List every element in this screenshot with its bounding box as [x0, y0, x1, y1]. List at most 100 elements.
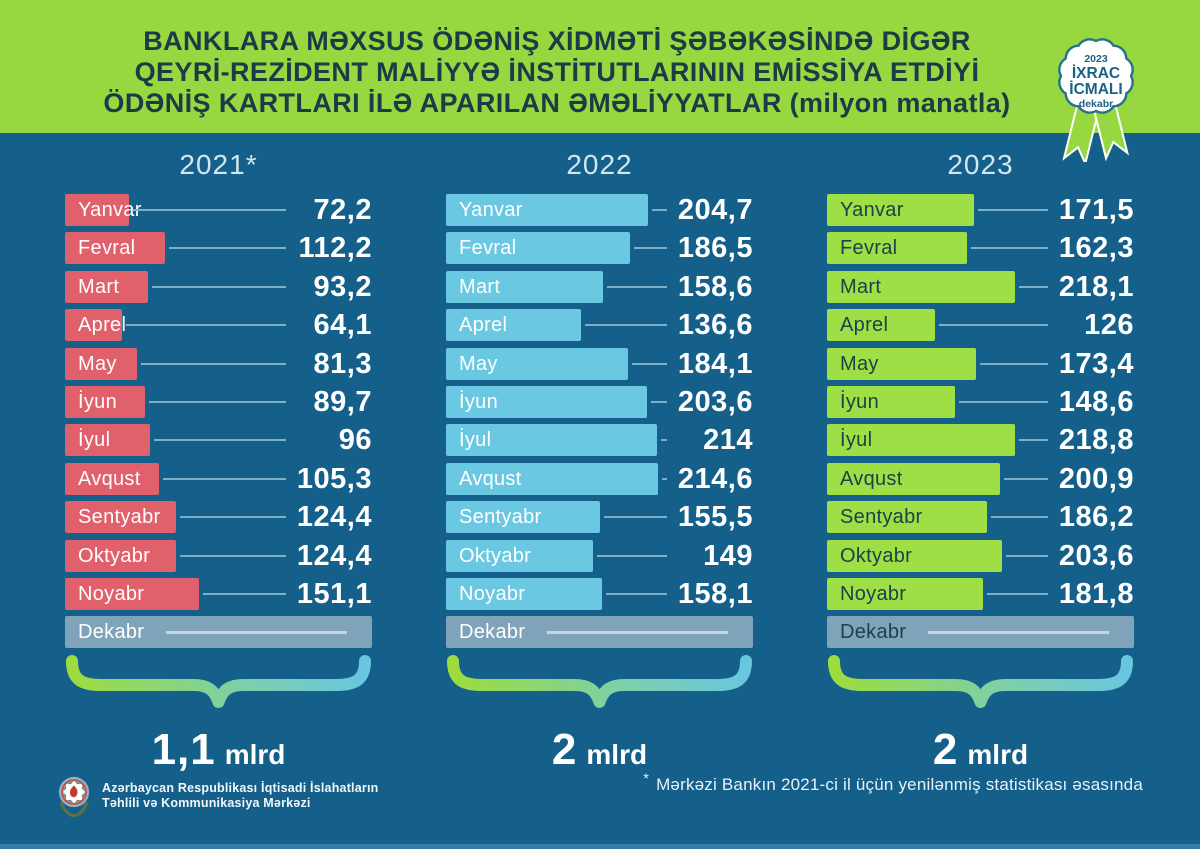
- total-value: 2 mlrd: [827, 725, 1134, 775]
- connector-line: [634, 247, 667, 250]
- bar-row: Oktyabr 203,6: [827, 539, 1134, 572]
- connector-line: [179, 516, 286, 519]
- value-label: 126: [1084, 309, 1134, 342]
- month-label: May: [459, 352, 498, 375]
- brace-bracket-icon: [447, 654, 752, 708]
- bar-row: Sentyabr 155,5: [446, 501, 753, 534]
- value-label: 200,9: [1058, 462, 1134, 495]
- value-label: 149: [703, 539, 753, 572]
- connector-line: [650, 400, 667, 403]
- bar-row: Dekabr: [827, 616, 1134, 649]
- connector-line: [179, 554, 286, 557]
- month-label: Oktyabr: [78, 544, 151, 567]
- connector-line: [154, 439, 286, 442]
- connector-line: [133, 209, 286, 211]
- month-label: Dekabr: [840, 621, 907, 644]
- org-name-line2: Təhlili və Kommunikasiya Mərkəzi: [102, 796, 311, 810]
- org-name-line1: Azərbaycan Respublikası İqtisadi İslahat…: [102, 781, 379, 795]
- connector-line: [1003, 477, 1048, 480]
- month-label: Dekabr: [78, 621, 145, 644]
- month-bar: Noyabr: [446, 577, 603, 610]
- badge-title-line2: İCMALI: [1069, 81, 1122, 98]
- value-label: 204,7: [677, 194, 753, 226]
- bottom-accent-strip: [0, 844, 1200, 849]
- connector-line: [126, 324, 286, 327]
- connector-line: [661, 439, 667, 442]
- month-bar: Mart: [446, 270, 603, 303]
- bar-row: May 81,3: [65, 347, 372, 380]
- month-label: Aprel: [459, 314, 508, 337]
- total-unit: mlrd: [586, 738, 648, 770]
- bar-rows: Yanvar 171,5 Fevral 162,3 Mart 218,1 Apr…: [827, 194, 1134, 649]
- bar-row: Oktyabr 149: [446, 539, 753, 572]
- month-label: Aprel: [78, 314, 127, 337]
- month-label: İyun: [459, 390, 499, 413]
- value-label: 148,6: [1058, 385, 1134, 418]
- azerbaijan-emblem-icon: [58, 776, 90, 818]
- bar-row: Fevral 186,5: [446, 232, 753, 265]
- month-label: Avqust: [78, 467, 141, 490]
- month-bar: Avqust: [65, 462, 159, 495]
- bar-row: Mart 218,1: [827, 270, 1134, 303]
- month-bar: Yanvar: [65, 194, 141, 226]
- month-bar: Fevral: [446, 232, 631, 265]
- org-name: Azərbaycan Respublikası İqtisadi İslahat…: [102, 781, 378, 811]
- bar-row: İyun 203,6: [446, 385, 753, 418]
- value-label: 112,2: [298, 232, 372, 265]
- connector-line: [597, 554, 667, 557]
- month-label: Avqust: [459, 467, 522, 490]
- month-bar: Oktyabr: [827, 539, 1003, 572]
- month-label: İyul: [459, 429, 492, 452]
- month-bar: May: [65, 347, 138, 380]
- connector-line: [203, 592, 286, 595]
- connector-line: [141, 362, 286, 365]
- bar-rows: Yanvar 72,2 Fevral 112,2 Mart 93,2 Aprel…: [65, 194, 372, 649]
- month-bar: Yanvar: [827, 194, 975, 226]
- title-line-3: ÖDƏNİŞ KARTLARI İLƏ APARILAN ƏMƏLİYYATLA…: [103, 88, 1011, 118]
- bar-row: Sentyabr 186,2: [827, 501, 1134, 534]
- month-label: Oktyabr: [459, 544, 532, 567]
- value-label: 158,6: [677, 270, 753, 303]
- connector-line: [631, 362, 667, 365]
- total-unit: mlrd: [224, 738, 286, 770]
- month-label: Sentyabr: [840, 506, 923, 529]
- month-bar: Fevral: [65, 232, 165, 265]
- month-bar: Sentyabr: [446, 501, 600, 534]
- month-bar: İyun: [827, 385, 955, 418]
- bar-row: Avqust 214,6: [446, 462, 753, 495]
- bar-rows: Yanvar 204,7 Fevral 186,5 Mart 158,6 Apr…: [446, 194, 753, 649]
- brace-bracket-icon: [828, 654, 1133, 708]
- bar-row: Mart 158,6: [446, 270, 753, 303]
- value-label: 151,1: [296, 577, 372, 610]
- title-line-1: BANKLARA MƏXSUS ÖDƏNİŞ XİDMƏTİ ŞƏBƏKƏSİN…: [143, 26, 971, 56]
- month-label: Yanvar: [840, 199, 904, 221]
- total-number: 1,1: [151, 724, 216, 774]
- month-bar: Avqust: [827, 462, 1000, 495]
- bar-row: Sentyabr 124,4: [65, 501, 372, 534]
- badge-month: dekabr: [1079, 98, 1113, 110]
- value-label: 171,5: [1058, 194, 1134, 226]
- month-bar: Mart: [65, 270, 148, 303]
- connector-line: [166, 630, 348, 634]
- connector-line: [603, 516, 667, 519]
- connector-line: [1018, 285, 1048, 288]
- month-label: Fevral: [840, 237, 898, 260]
- year-column-2021: 2021* Yanvar 72,2 Fevral 112,2 Mart 93,2…: [65, 149, 372, 775]
- value-label: 72,2: [313, 194, 372, 226]
- month-label: Mart: [78, 275, 120, 298]
- bar-row: İyun 89,7: [65, 385, 372, 418]
- bar-row: Avqust 105,3: [65, 462, 372, 495]
- connector-line: [606, 285, 667, 288]
- connector-line: [987, 592, 1048, 595]
- month-bar: İyul: [827, 424, 1016, 457]
- bar-row: Yanvar 204,7: [446, 194, 753, 226]
- brace-bracket-icon: [66, 654, 371, 708]
- value-label: 162,3: [1058, 232, 1134, 265]
- value-label: 218,1: [1058, 270, 1134, 303]
- bar-row: Aprel 126: [827, 309, 1134, 342]
- month-bar: Avqust: [446, 462, 658, 495]
- bar-row: Noyabr 181,8: [827, 577, 1134, 610]
- value-label: 81,3: [313, 347, 372, 380]
- connector-line: [661, 477, 667, 480]
- connector-line: [151, 285, 286, 288]
